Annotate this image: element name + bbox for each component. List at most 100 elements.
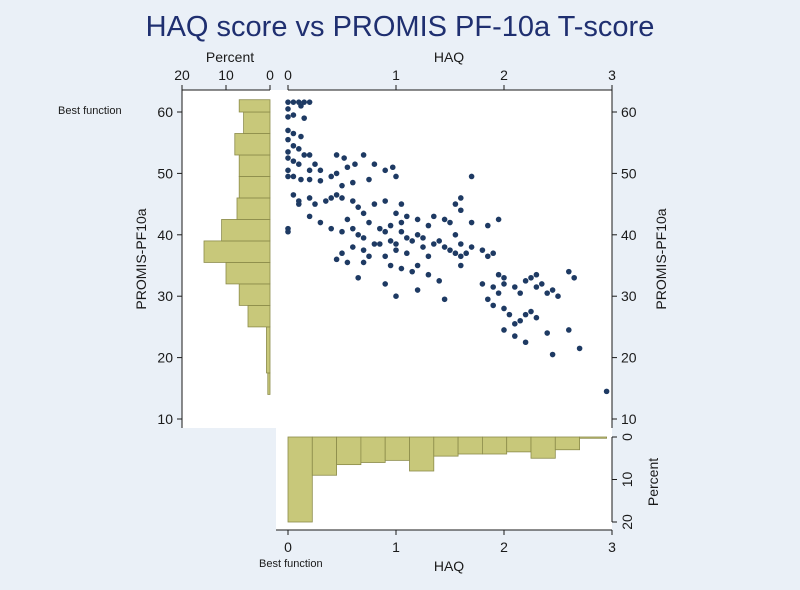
scatter-point bbox=[371, 241, 378, 247]
scatter-point bbox=[387, 238, 394, 244]
chart-title: HAQ score vs PROMIS PF-10a T-score bbox=[146, 11, 655, 43]
scatter-point bbox=[576, 345, 583, 352]
scatter-point bbox=[371, 201, 378, 207]
scatter-point bbox=[344, 216, 351, 223]
scatter-point bbox=[382, 253, 389, 260]
scatter-point bbox=[387, 262, 394, 269]
right-y-tick-label: 20 bbox=[621, 350, 637, 366]
scatter-point bbox=[495, 290, 502, 296]
scatter-point bbox=[393, 210, 399, 217]
scatter-point bbox=[452, 201, 459, 207]
percent-right-axis-title: Percent bbox=[645, 458, 661, 506]
right-y-tick-label: 50 bbox=[621, 165, 637, 181]
promis-histogram-bar bbox=[267, 372, 271, 395]
scatter-point bbox=[522, 311, 529, 318]
scatter-point bbox=[512, 284, 518, 290]
scatter-point bbox=[306, 99, 313, 105]
scatter-point bbox=[306, 152, 313, 158]
percent-top-tick-label: 0 bbox=[266, 67, 274, 83]
haq-histogram-bar bbox=[287, 436, 313, 523]
scatter-point bbox=[398, 201, 405, 207]
scatter-point bbox=[495, 271, 502, 278]
scatter-point bbox=[301, 152, 308, 158]
scatter-point bbox=[352, 161, 358, 167]
scatter-point bbox=[414, 262, 421, 269]
promis-histogram-bar bbox=[238, 99, 271, 113]
scatter-point bbox=[290, 112, 297, 118]
scatter-point bbox=[522, 339, 529, 346]
scatter-point bbox=[290, 142, 297, 149]
scatter-point bbox=[528, 274, 534, 281]
scatter-point bbox=[398, 228, 405, 235]
scatter-point bbox=[398, 265, 405, 272]
scatter-point bbox=[479, 281, 486, 287]
scatter-point bbox=[360, 235, 367, 241]
scatter-point bbox=[306, 195, 313, 201]
scatter-point bbox=[452, 232, 459, 238]
scatter-point bbox=[414, 232, 421, 238]
scatter-point bbox=[458, 195, 464, 201]
percent-right-tick-label: 0 bbox=[619, 433, 635, 441]
scatter-point bbox=[501, 305, 507, 312]
scatter-point bbox=[285, 149, 291, 155]
scatter-point bbox=[360, 152, 367, 158]
scatter-point bbox=[441, 244, 448, 250]
scatter-point bbox=[533, 284, 540, 290]
scatter-point bbox=[306, 176, 313, 183]
scatter-point bbox=[420, 244, 426, 250]
scatter-point bbox=[495, 216, 502, 223]
scatter-point bbox=[485, 222, 491, 229]
scatter-point bbox=[355, 274, 362, 281]
scatter-point bbox=[382, 281, 389, 287]
scatter-point bbox=[458, 241, 464, 247]
left-y-tick-label: 30 bbox=[157, 288, 173, 304]
scatter-point bbox=[290, 192, 297, 198]
top-haq-tick-label: 2 bbox=[500, 67, 508, 83]
right-y-axis: 10 20 30 40 50 60 bbox=[612, 104, 637, 427]
bottom-haq-axis: 0 1 2 3 bbox=[284, 530, 616, 555]
scatter-point bbox=[285, 127, 291, 134]
scatter-point bbox=[298, 133, 304, 140]
scatter-point bbox=[393, 293, 399, 300]
scatter-point bbox=[344, 164, 351, 171]
scatter-point bbox=[328, 173, 335, 180]
scatter-point bbox=[344, 259, 351, 266]
top-haq-axis: 0 1 2 3 bbox=[284, 67, 616, 90]
scatter-point bbox=[285, 99, 291, 105]
promis-histogram-bar bbox=[247, 305, 271, 328]
promis-histogram-bar bbox=[203, 240, 271, 263]
scatter-point bbox=[350, 198, 356, 204]
left-y-tick-label: 20 bbox=[157, 350, 173, 366]
scatter-point bbox=[366, 253, 372, 260]
scatter-point bbox=[512, 321, 518, 327]
haq-histogram-bar bbox=[433, 436, 459, 457]
top-haq-tick-label: 1 bbox=[392, 67, 400, 83]
scatter-point bbox=[555, 293, 561, 300]
left-y-axis: 10 20 30 40 50 60 bbox=[157, 104, 182, 427]
scatter-point bbox=[350, 244, 356, 250]
bottom-haq-tick-label: 3 bbox=[608, 539, 616, 555]
percent-right-tick-label: 20 bbox=[619, 514, 635, 530]
scatter-point bbox=[436, 278, 443, 284]
scatter-point bbox=[371, 161, 378, 167]
scatter-point bbox=[285, 106, 291, 112]
scatter-point bbox=[549, 351, 556, 358]
promis-histogram-bar bbox=[243, 111, 271, 134]
scatter-point bbox=[436, 238, 443, 244]
percent-top-tick-label: 20 bbox=[174, 67, 190, 83]
scatter-point bbox=[360, 259, 367, 266]
haq-histogram bbox=[287, 436, 607, 523]
left-y-tick-label: 50 bbox=[157, 165, 173, 181]
scatter-point bbox=[468, 244, 475, 250]
promis-histogram-bar bbox=[225, 262, 271, 285]
bottom-haq-tick-label: 2 bbox=[500, 539, 508, 555]
scatter-point bbox=[566, 327, 572, 333]
right-y-tick-label: 40 bbox=[621, 227, 637, 243]
scatter-point bbox=[306, 213, 313, 220]
scatter-point bbox=[458, 253, 464, 260]
scatter-point bbox=[452, 250, 459, 257]
scatter-point bbox=[323, 198, 329, 204]
scatter-point bbox=[333, 170, 340, 177]
scatter-point bbox=[398, 219, 405, 226]
